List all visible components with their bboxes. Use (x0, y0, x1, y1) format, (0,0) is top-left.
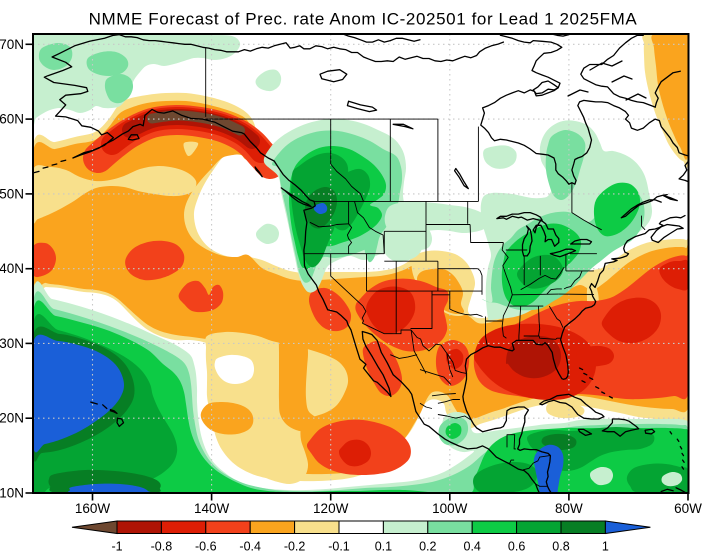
svg-text:0.1: 0.1 (375, 540, 392, 554)
svg-text:0.4: 0.4 (464, 540, 481, 554)
svg-text:70N: 70N (0, 37, 24, 52)
svg-text:60W: 60W (674, 501, 702, 516)
svg-text:100W: 100W (432, 501, 468, 516)
svg-text:140W: 140W (194, 501, 230, 516)
svg-text:80W: 80W (555, 501, 583, 516)
svg-text:-0.4: -0.4 (239, 540, 261, 554)
svg-text:160W: 160W (75, 501, 111, 516)
svg-text:-0.6: -0.6 (195, 540, 217, 554)
svg-text:1: 1 (602, 540, 609, 554)
svg-text:-1: -1 (111, 540, 122, 554)
svg-text:40N: 40N (0, 261, 24, 276)
svg-text:-0.1: -0.1 (328, 540, 350, 554)
svg-text:30N: 30N (0, 336, 24, 351)
svg-text:NMME Forecast of Prec. rate An: NMME Forecast of Prec. rate Anom IC-2025… (89, 10, 638, 29)
svg-text:-0.8: -0.8 (151, 540, 173, 554)
svg-text:20N: 20N (0, 411, 24, 426)
svg-text:60N: 60N (0, 112, 24, 127)
svg-text:10N: 10N (0, 486, 24, 501)
svg-text:0.6: 0.6 (508, 540, 525, 554)
svg-text:0.8: 0.8 (552, 540, 569, 554)
svg-text:50N: 50N (0, 186, 24, 201)
svg-text:-0.2: -0.2 (284, 540, 306, 554)
svg-text:0.2: 0.2 (419, 540, 436, 554)
svg-text:120W: 120W (313, 501, 349, 516)
